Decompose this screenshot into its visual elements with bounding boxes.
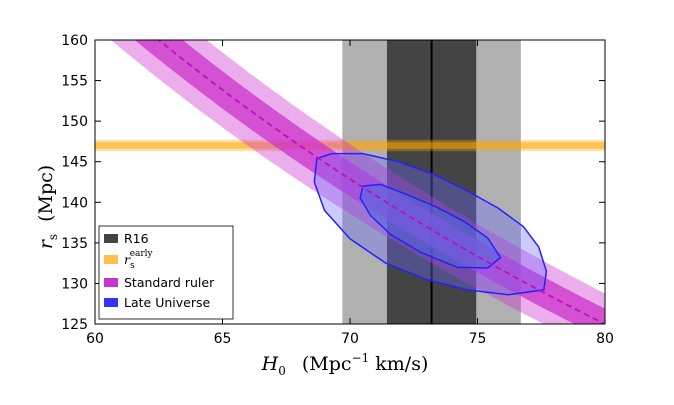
late-universe-contour-1sigma <box>359 183 502 269</box>
svg-text:rs(Mpc): rs (Mpc) <box>35 165 60 249</box>
legend-label-late-universe: Late Universe <box>124 295 210 310</box>
y-tick-label: 135 <box>61 236 88 252</box>
x-tick-label: 65 <box>214 331 232 347</box>
xlabel-subscript: 0 <box>278 364 286 378</box>
y-tick-label: 140 <box>61 195 88 211</box>
rs-early-band-1sigma <box>95 142 605 149</box>
y-tick-label: 145 <box>61 155 88 171</box>
legend: R16 rs early Standard ruler Late Universe <box>98 225 234 320</box>
legend-label-standard-ruler: Standard ruler <box>124 275 215 290</box>
legend-box <box>98 225 234 320</box>
legend-label-rs-early: rs early <box>124 249 154 271</box>
ylabel-subscript: s <box>46 234 60 240</box>
y-tick-label: 155 <box>61 74 88 90</box>
legend-swatch-rs-early <box>104 255 118 264</box>
xlabel-units-prefix: (Mpc <box>302 353 352 375</box>
y-axis-label: rs (Mpc) <box>35 165 60 249</box>
y-tick-label: 130 <box>61 276 88 292</box>
legend-rs-sup: early <box>130 249 154 259</box>
x-tick-label: 75 <box>469 331 487 347</box>
x-tick-label: 60 <box>86 331 104 347</box>
y-tick-label: 125 <box>61 317 88 333</box>
ylabel-symbol: r <box>35 238 57 249</box>
y-tick-label: 150 <box>61 114 88 130</box>
x-axis-label: H0 (Mpc−1 km/s) <box>261 351 429 378</box>
legend-swatch-standard-ruler <box>104 278 118 287</box>
legend-rs-sub: s <box>130 261 135 271</box>
xlabel-units-sup: −1 <box>352 351 370 365</box>
standard-ruler-center-line <box>157 40 605 324</box>
svg-text:H0(Mpc−1 km/s): H0 (Mpc−1 km/s) <box>261 351 429 378</box>
x-tick-label: 70 <box>341 331 359 347</box>
ylabel-units: (Mpc) <box>35 165 57 222</box>
legend-swatch-late-universe <box>104 298 118 307</box>
x-tick-label: 80 <box>596 331 614 347</box>
xlabel-units-suffix: km/s) <box>369 353 428 375</box>
xlabel-symbol: H <box>261 353 279 375</box>
legend-swatch-r16 <box>104 234 118 243</box>
legend-label-r16: R16 <box>124 231 149 246</box>
legend-rs-base: r <box>124 252 131 267</box>
y-tick-label: 160 <box>61 33 88 49</box>
